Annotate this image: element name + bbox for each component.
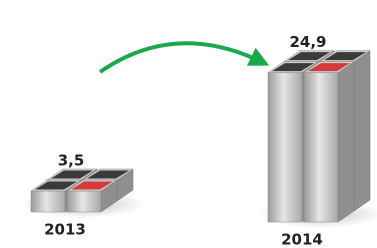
x-tick-label: 2014 xyxy=(281,231,323,248)
growth-arrow xyxy=(100,43,262,72)
x-tick-label: 2013 xyxy=(44,221,86,239)
chart: 3,5 2013 24,9 2014 xyxy=(0,0,377,248)
block-side xyxy=(354,51,370,211)
value-label: 3,5 xyxy=(58,152,85,170)
block-front xyxy=(31,191,65,212)
block-front xyxy=(67,191,101,212)
block-front xyxy=(304,73,338,222)
block-front xyxy=(268,73,302,222)
bar xyxy=(268,51,370,222)
block-side xyxy=(338,62,354,222)
value-label: 24,9 xyxy=(289,33,326,51)
